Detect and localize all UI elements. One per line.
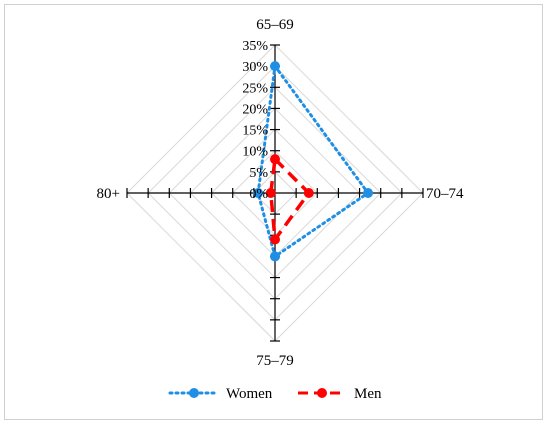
category-label-65-69: 65–69 — [256, 17, 294, 33]
tick-label: 15% — [242, 124, 268, 139]
legend-marker-women — [189, 388, 199, 398]
legend-item-men: Men — [298, 386, 382, 402]
data-point-men — [270, 154, 280, 165]
data-point-men — [270, 234, 280, 245]
data-point-men — [303, 188, 314, 198]
radial-tick-labels: 0% 5% 10% 15% 20% 25% 30% 35% — [242, 39, 268, 202]
category-label-70-74: 70–74 — [426, 186, 464, 202]
tick-label: 35% — [242, 39, 268, 54]
tick-label: 25% — [242, 81, 268, 96]
category-label-75-79: 75–79 — [256, 353, 294, 369]
legend-item-women: Women — [168, 386, 273, 402]
data-point-women — [363, 188, 374, 198]
data-point-women — [253, 188, 264, 198]
legend: Women Men — [168, 386, 382, 402]
legend-label-men: Men — [354, 386, 382, 402]
tick-label: 20% — [242, 102, 268, 117]
category-label-80-plus: 80+ — [97, 186, 120, 202]
tick-label: 0% — [249, 187, 268, 202]
data-point-men — [265, 188, 276, 198]
legend-marker-men — [317, 388, 327, 398]
radar-series — [253, 61, 374, 262]
tick-label: 5% — [249, 166, 268, 181]
tick-label: 30% — [242, 60, 268, 75]
legend-label-women: Women — [226, 386, 273, 402]
data-point-women — [270, 251, 280, 262]
data-point-women — [270, 61, 280, 72]
tick-label: 10% — [242, 145, 268, 160]
